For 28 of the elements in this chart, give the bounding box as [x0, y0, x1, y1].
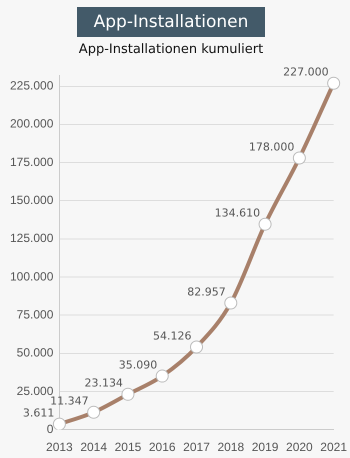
y-tick-label: 50.000: [16, 346, 54, 360]
x-tick-label: 2019: [252, 440, 279, 454]
x-tick-label: 2016: [148, 440, 176, 454]
x-tick-label: 2017: [183, 440, 210, 454]
data-label: 178.000: [248, 140, 294, 154]
y-tick-label: 175.000: [10, 154, 54, 169]
y-tick-label: 125.000: [10, 231, 54, 246]
y-tick-label: 150.000: [10, 193, 54, 208]
data-label: 3.611: [22, 406, 54, 420]
data-label: 54.126: [153, 329, 192, 342]
x-tick-label: 2014: [80, 440, 108, 454]
data-label: 134.610: [214, 206, 260, 220]
data-label: 227.000: [283, 66, 329, 79]
y-tick-label: 100.000: [10, 269, 54, 284]
data-label: 23.134: [84, 376, 123, 390]
data-label: 35.090: [118, 358, 158, 372]
y-tick-label: 225.000: [10, 78, 54, 93]
x-tick-label: 2018: [217, 440, 244, 454]
chart-subtitle: App-Installationen kumuliert: [78, 42, 264, 58]
x-tick-label: 2021: [320, 440, 348, 454]
x-tick-label: 2020: [286, 440, 314, 454]
x-tick-label: 2013: [46, 440, 74, 454]
y-tick-label: 200.000: [10, 116, 54, 131]
y-tick-label: 0: [46, 422, 54, 436]
y-tick-label: 75.000: [16, 307, 54, 322]
chart-title: App-Installationen: [77, 7, 265, 37]
x-tick-label: 2015: [114, 440, 142, 454]
data-label: 82.957: [187, 285, 226, 298]
